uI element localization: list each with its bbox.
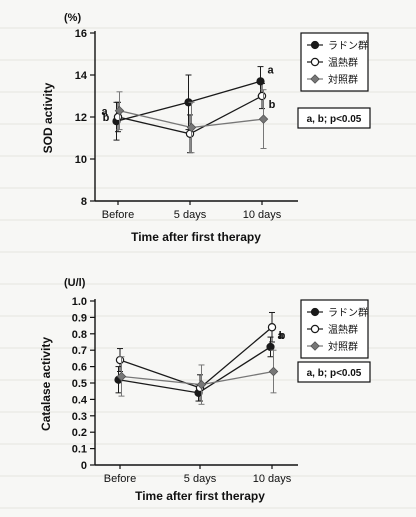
data-point [186, 122, 197, 133]
y-tick-label: 0.8 [72, 329, 87, 341]
data-point [185, 129, 195, 138]
x-tick-label: 10 days [253, 473, 292, 485]
legend-label: ラドン群 [328, 306, 368, 319]
significance-letter: b [279, 330, 286, 342]
y-axis-label: Catalase activity [39, 337, 53, 431]
data-point [268, 366, 279, 377]
legend-marker [310, 307, 320, 317]
y-ticks: 0 0.1 0.2 0.3 0.4 0.5 0.6 0.7 0.8 0.9 1.0 [72, 296, 95, 472]
x-tick-label: 5 days [184, 473, 217, 485]
y-tick-label: 12 [75, 112, 87, 124]
x-categories: Before 5 days 10 days [104, 465, 292, 485]
y-tick-label: 10 [75, 154, 87, 166]
legend-marker [310, 74, 320, 84]
x-tick-label: Before [104, 473, 136, 485]
x-axis-label: Time after first therapy [135, 489, 265, 503]
x-categories: Before 5 days 10 days [102, 201, 282, 221]
data-point [113, 112, 123, 122]
series-line [121, 370, 274, 386]
sod-activity-chart: (%) SOD activity Time after first therap… [41, 12, 371, 244]
axes [94, 299, 298, 466]
legend-label: 温熱群 [328, 323, 358, 336]
legend-label: 対照群 [328, 340, 358, 353]
series-3 [116, 349, 279, 405]
significance-letter: a [277, 330, 284, 342]
y-tick-label: 1.0 [72, 296, 87, 308]
x-tick-label: Before [102, 209, 134, 221]
x-tick-label: 10 days [243, 209, 282, 221]
data-point [266, 342, 275, 352]
plot-area: ab [114, 311, 286, 405]
y-tick-label: 0.7 [72, 345, 87, 357]
y-tick-label: 8 [81, 196, 87, 208]
y-ticks: 8 10 12 14 16 [75, 28, 95, 208]
y-tick-label: 14 [75, 70, 88, 82]
data-point [267, 323, 277, 332]
y-tick-label: 0.2 [72, 427, 87, 439]
y-unit-label: (U/l) [64, 277, 86, 289]
significance-letter: b [269, 99, 276, 111]
y-tick-label: 0.5 [72, 378, 87, 390]
legend-label: 温熱群 [328, 56, 358, 69]
significance-note: a, b; p<0.05 [307, 114, 362, 125]
y-axis-label: SOD activity [41, 82, 55, 153]
significance-letter: a [267, 64, 274, 76]
legend-marker [310, 341, 320, 351]
catalase-activity-chart: (U/l) Catalase activity Time after first… [39, 277, 371, 503]
significance-note-box: a, b; p<0.05 [297, 107, 371, 129]
significance-letter: a [101, 106, 108, 118]
data-point [258, 114, 269, 124]
legend-marker [310, 57, 320, 67]
x-axis-label: Time after first therapy [131, 230, 261, 244]
legend-label: ラドン群 [328, 39, 368, 52]
data-point [116, 371, 127, 382]
legend-marker [310, 40, 320, 50]
y-tick-label: 0 [81, 460, 87, 472]
data-point [114, 105, 125, 116]
significance-note: a, b; p<0.05 [307, 368, 362, 379]
axes [94, 31, 298, 202]
y-unit-label: (%) [64, 12, 81, 24]
legend-label: 対照群 [328, 73, 358, 86]
y-tick-label: 0.6 [72, 362, 87, 374]
y-tick-label: 0.1 [72, 444, 87, 456]
series-3 [114, 89, 269, 154]
x-tick-label: 5 days [174, 209, 207, 221]
significance-note-box: a, b; p<0.05 [297, 361, 371, 383]
data-point [196, 379, 207, 390]
legend-marker [310, 324, 320, 334]
y-tick-label: 0.3 [72, 411, 87, 423]
data-point [115, 355, 125, 365]
data-point [257, 91, 267, 101]
significance-letter: b [103, 112, 110, 124]
y-tick-label: 0.9 [72, 312, 87, 324]
series-1: aa [101, 64, 274, 141]
y-tick-label: 16 [75, 28, 87, 40]
y-tick-label: 0.4 [72, 394, 88, 406]
